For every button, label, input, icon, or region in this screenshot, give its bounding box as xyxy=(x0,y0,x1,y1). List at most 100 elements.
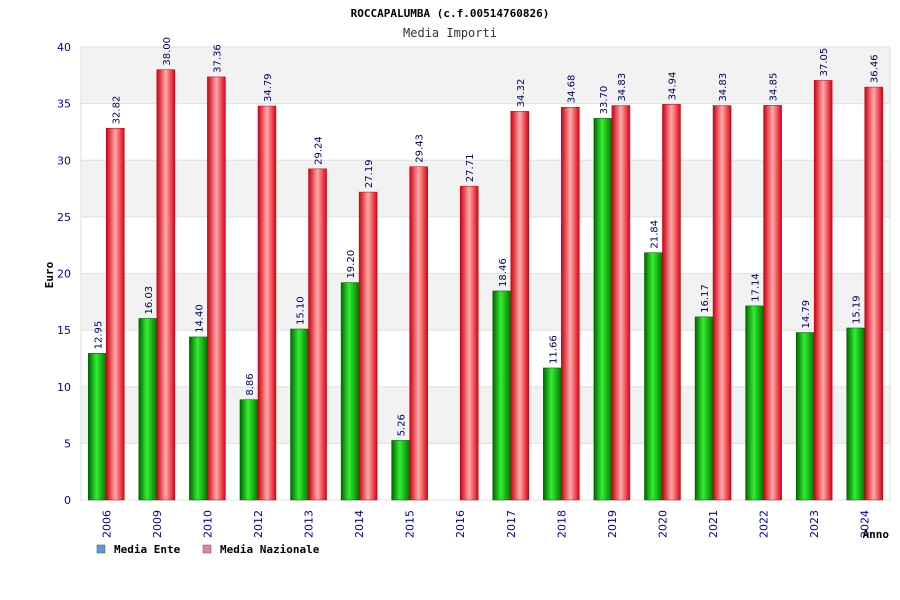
bar-value-label: 37.05 xyxy=(819,48,830,77)
bar-value-label: 34.68 xyxy=(566,75,577,104)
legend-swatch xyxy=(96,544,106,554)
bar-media-ente xyxy=(593,118,613,501)
x-tick-label: 2016 xyxy=(454,510,467,538)
bar-media-ente xyxy=(694,316,714,501)
bar-media-ente xyxy=(543,367,562,501)
x-tick-label: 2012 xyxy=(252,510,265,538)
legend-swatch xyxy=(202,544,212,554)
legend: Media Ente Media Nazionale xyxy=(96,543,320,556)
bar-media-nazionale xyxy=(662,104,681,501)
bar-media-nazionale xyxy=(358,191,378,501)
x-tick-label: 2018 xyxy=(555,510,568,538)
bar-value-label: 34.94 xyxy=(667,72,678,101)
bar-value-label: 37.36 xyxy=(212,44,223,73)
bar-value-label: 14.40 xyxy=(194,304,205,333)
x-tick-label: 2017 xyxy=(505,510,518,538)
legend-label: Media Ente xyxy=(114,543,181,556)
bar-value-label: 17.14 xyxy=(751,273,762,302)
bar-media-ente xyxy=(138,318,158,501)
bars xyxy=(88,69,883,501)
y-axis-label: Euro xyxy=(43,261,56,288)
bar-value-label: 12.95 xyxy=(93,321,104,350)
chart-title: ROCCAPALUMBA (c.f.00514760826) xyxy=(351,7,550,20)
x-tick-label: 2019 xyxy=(606,510,619,538)
bar-value-label: 18.46 xyxy=(498,258,509,287)
bar-value-label: 16.17 xyxy=(700,284,711,313)
bar-media-ente xyxy=(239,399,259,501)
bar-media-nazionale xyxy=(510,111,530,501)
bar-value-label: 27.71 xyxy=(465,154,476,183)
bar-value-label: 27.19 xyxy=(364,159,375,188)
bar-media-nazionale xyxy=(308,168,327,501)
x-tick-label: 2014 xyxy=(353,510,366,538)
x-tick-label: 2024 xyxy=(859,510,872,538)
x-tick-label: 2023 xyxy=(808,510,821,538)
bar-value-label: 11.66 xyxy=(548,335,559,364)
y-tick-label: 15 xyxy=(57,324,71,337)
y-tick-label: 10 xyxy=(57,381,71,394)
bar-value-label: 14.79 xyxy=(801,300,812,329)
bar-media-nazionale xyxy=(864,86,883,501)
y-axis-ticks: 0 5 10 15 20 25 30 35 40 xyxy=(57,41,71,507)
x-axis-ticks: 2006 2009 2010 2012 2013 2014 2015 2016 2017 2018… xyxy=(100,510,871,538)
bar-media-nazionale xyxy=(156,69,176,501)
bar-media-nazionale xyxy=(712,105,732,501)
bar-value-label: 8.86 xyxy=(245,373,256,395)
bar-value-label: 15.19 xyxy=(852,295,863,324)
y-tick-label: 30 xyxy=(57,154,71,167)
legend-label: Media Nazionale xyxy=(220,543,320,556)
bar-value-label: 16.03 xyxy=(144,286,155,315)
bar-media-nazionale xyxy=(459,185,479,501)
bar-value-label: 38.00 xyxy=(162,37,173,66)
bar-media-ente xyxy=(492,290,512,501)
bar-media-nazionale xyxy=(763,105,782,501)
bar-media-nazionale xyxy=(106,128,125,501)
x-tick-label: 2010 xyxy=(201,510,214,538)
bar-value-label: 19.20 xyxy=(346,250,357,279)
bar-media-ente xyxy=(290,328,309,501)
bar-value-label: 29.24 xyxy=(314,136,325,165)
x-tick-label: 2013 xyxy=(303,510,316,538)
bar-media-nazionale xyxy=(409,166,428,501)
y-tick-label: 5 xyxy=(64,437,71,450)
y-tick-label: 35 xyxy=(57,98,71,111)
x-tick-label: 2015 xyxy=(404,510,417,538)
x-tick-label: 2006 xyxy=(100,510,113,538)
y-tick-label: 20 xyxy=(57,268,71,281)
bar-media-ente xyxy=(644,252,663,501)
bar-value-label: 34.85 xyxy=(769,73,780,102)
bar-value-label: 34.32 xyxy=(516,79,527,108)
bar-media-nazionale xyxy=(207,76,226,501)
x-tick-label: 2022 xyxy=(758,510,771,538)
bar-media-nazionale xyxy=(257,105,277,501)
bar-media-ente xyxy=(745,305,764,501)
bar-value-label: 34.83 xyxy=(718,73,729,102)
y-tick-label: 0 xyxy=(64,494,71,507)
bar-value-label: 15.10 xyxy=(296,296,307,325)
x-tick-label: 2009 xyxy=(151,510,164,538)
bar-value-label: 34.83 xyxy=(617,73,628,102)
x-tick-label: 2020 xyxy=(656,510,669,538)
bar-media-ente xyxy=(189,336,208,501)
y-tick-label: 40 xyxy=(57,41,71,54)
bar-value-label: 32.82 xyxy=(111,96,122,125)
bar-value-label: 21.84 xyxy=(649,220,660,249)
bar-media-nazionale xyxy=(813,80,833,501)
bar-media-nazionale xyxy=(561,106,580,501)
bar-value-label: 36.46 xyxy=(870,54,881,83)
bar-media-nazionale xyxy=(611,105,631,501)
bar-media-ente xyxy=(795,332,815,501)
y-tick-label: 25 xyxy=(57,211,71,224)
bar-labels: 12.95 32.82 16.03 38.00 14.40 37.36 8.86 34.79 1… xyxy=(93,37,880,436)
chart-subtitle: Media Importi xyxy=(403,26,497,40)
bar-value-label: 29.43 xyxy=(415,134,426,163)
x-axis-label: Anno xyxy=(863,528,890,541)
bar-value-label: 5.26 xyxy=(397,414,408,436)
bar-media-ente xyxy=(88,353,107,501)
bar-value-label: 33.70 xyxy=(599,86,610,115)
x-tick-label: 2021 xyxy=(707,510,720,538)
bar-value-label: 34.79 xyxy=(263,73,274,102)
bar-media-ente xyxy=(340,282,360,501)
bar-media-ente xyxy=(846,327,865,501)
